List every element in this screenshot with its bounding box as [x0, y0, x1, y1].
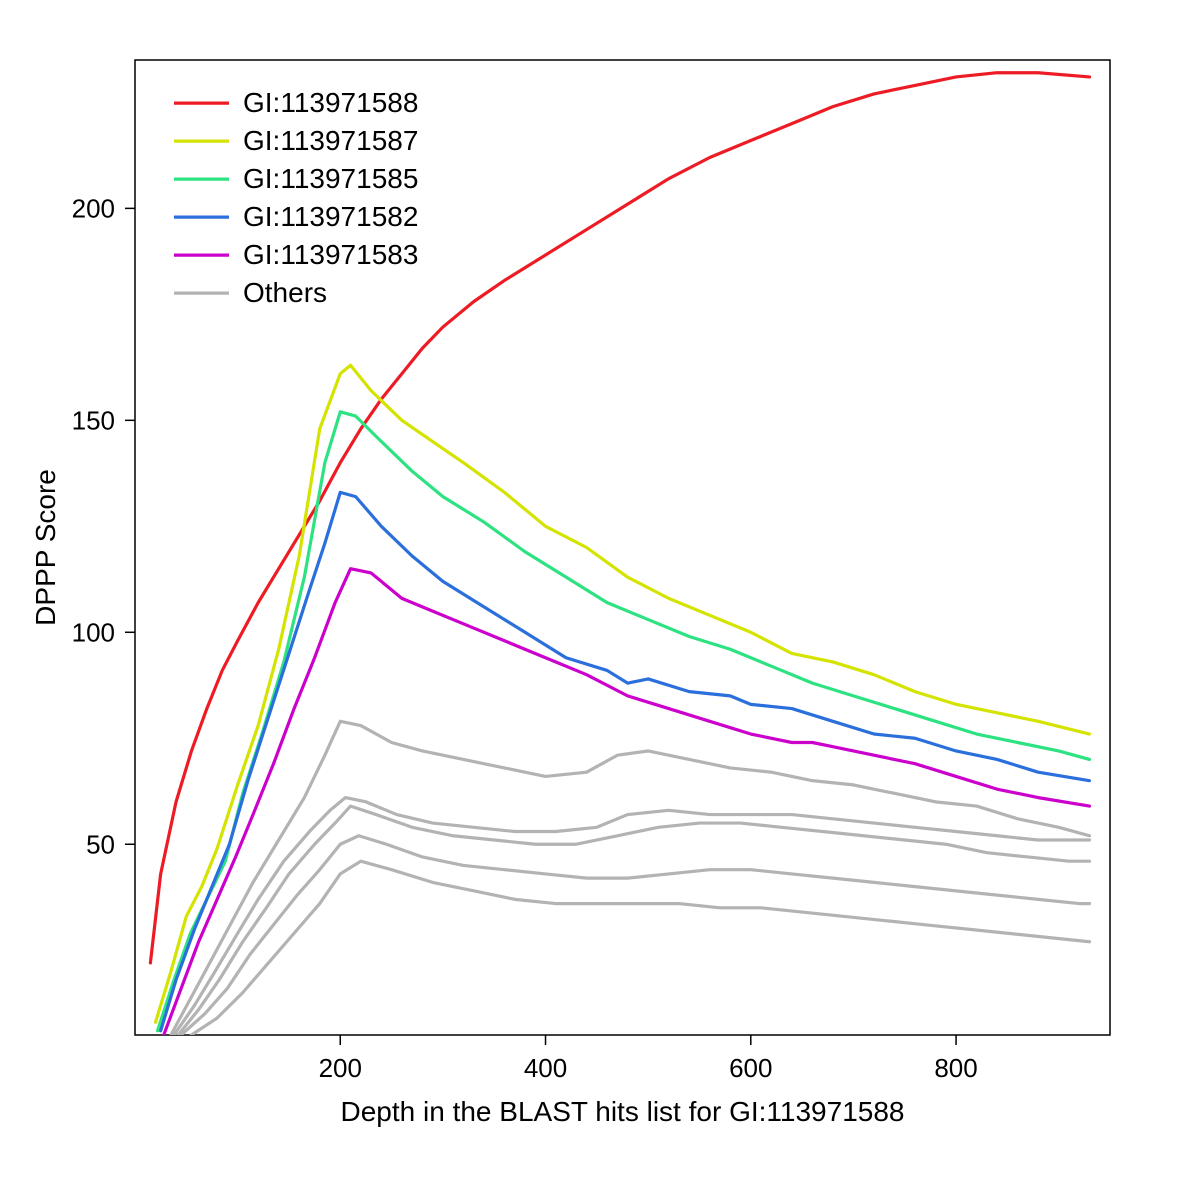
y-tick-label: 200	[72, 193, 115, 223]
legend-label: GI:113971585	[243, 163, 418, 194]
x-tick-label: 400	[524, 1053, 567, 1083]
legend-label: GI:113971588	[243, 87, 418, 118]
line-chart: 200 400 600 800 50 100 150 200 Depth in the BLAS…	[0, 0, 1200, 1200]
x-tick-label: 800	[934, 1053, 977, 1083]
y-tick-label: 50	[86, 829, 115, 859]
y-tick-label: 150	[72, 405, 115, 435]
legend-label: Others	[243, 277, 327, 308]
y-tick-label: 100	[72, 617, 115, 647]
legend-label: GI:113971587	[243, 125, 418, 156]
legend-label: GI:113971583	[243, 239, 418, 270]
chart-container: 200 400 600 800 50 100 150 200 Depth in the BLAS…	[0, 0, 1200, 1200]
x-axis-label: Depth in the BLAST hits list for GI:1139…	[341, 1096, 905, 1127]
legend-label: GI:113971582	[243, 201, 418, 232]
y-axis-label: DPPP Score	[30, 469, 61, 626]
x-tick-label: 600	[729, 1053, 772, 1083]
x-tick-label: 200	[319, 1053, 362, 1083]
